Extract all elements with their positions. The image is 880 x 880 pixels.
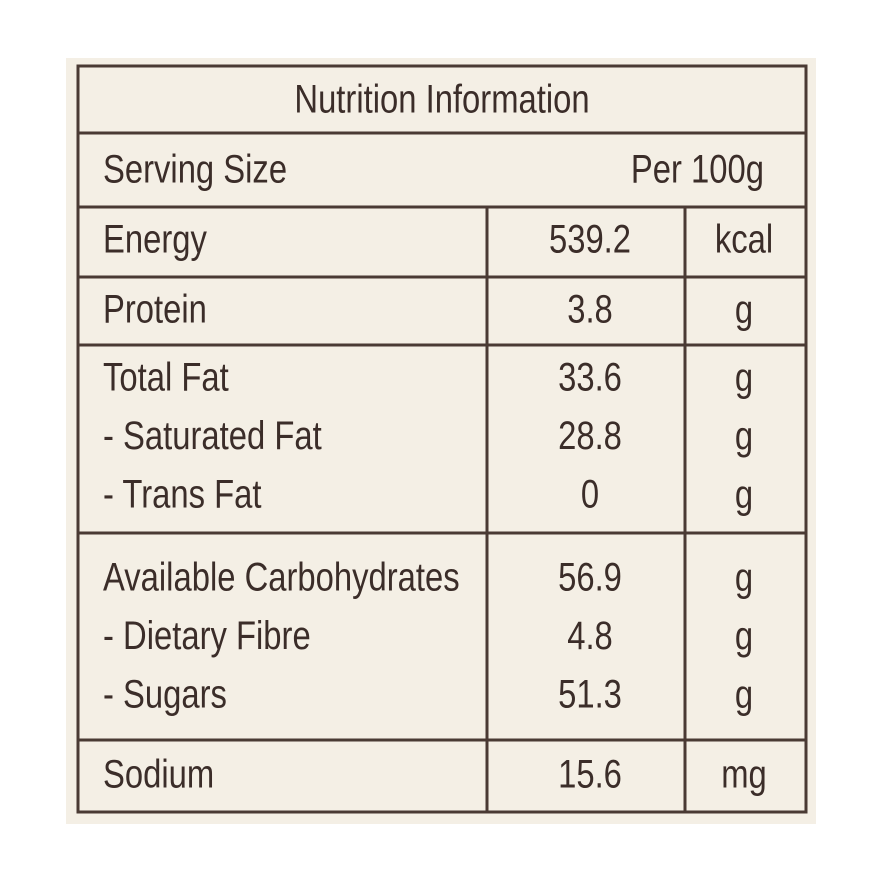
label-background xyxy=(66,58,816,824)
nutrient-amount: 28.8 xyxy=(558,413,622,458)
nutrient-unit: g xyxy=(735,413,753,458)
nutrient-unit: g xyxy=(735,354,753,399)
nutrient-unit: g xyxy=(735,286,753,331)
nutrient-name: - Sugars xyxy=(103,671,227,716)
nutrient-unit: kcal xyxy=(715,216,773,261)
nutrient-name: - Dietary Fibre xyxy=(103,613,311,658)
nutrient-amount: 4.8 xyxy=(567,613,613,658)
nutrient-name: Protein xyxy=(103,286,207,331)
nutrient-amount: 33.6 xyxy=(558,354,622,399)
nutrient-name: Total Fat xyxy=(103,354,229,399)
nutrient-amount: 56.9 xyxy=(558,554,622,599)
label-title: Nutrition Information xyxy=(294,76,589,121)
nutrient-unit: g xyxy=(735,671,753,716)
nutrient-amount: 3.8 xyxy=(567,286,613,331)
nutrient-amount: 0 xyxy=(581,471,599,516)
nutrient-unit: g xyxy=(735,471,753,516)
nutrient-name: Sodium xyxy=(103,751,214,796)
nutrient-name: Energy xyxy=(103,216,208,261)
nutrient-unit: g xyxy=(735,554,753,599)
nutrient-amount: 51.3 xyxy=(558,671,622,716)
table-border xyxy=(76,64,808,814)
nutrient-amount: 15.6 xyxy=(558,751,622,796)
serving-value: Per 100g xyxy=(631,146,764,191)
nutrient-name: - Trans Fat xyxy=(103,471,262,516)
nutrient-name: Available Carbohydrates xyxy=(103,554,460,599)
serving-label: Serving Size xyxy=(103,146,287,191)
nutrient-unit: g xyxy=(735,613,753,658)
nutrient-amount: 539.2 xyxy=(549,216,631,261)
nutrient-name: - Saturated Fat xyxy=(103,413,322,458)
nutrient-unit: mg xyxy=(721,751,767,796)
